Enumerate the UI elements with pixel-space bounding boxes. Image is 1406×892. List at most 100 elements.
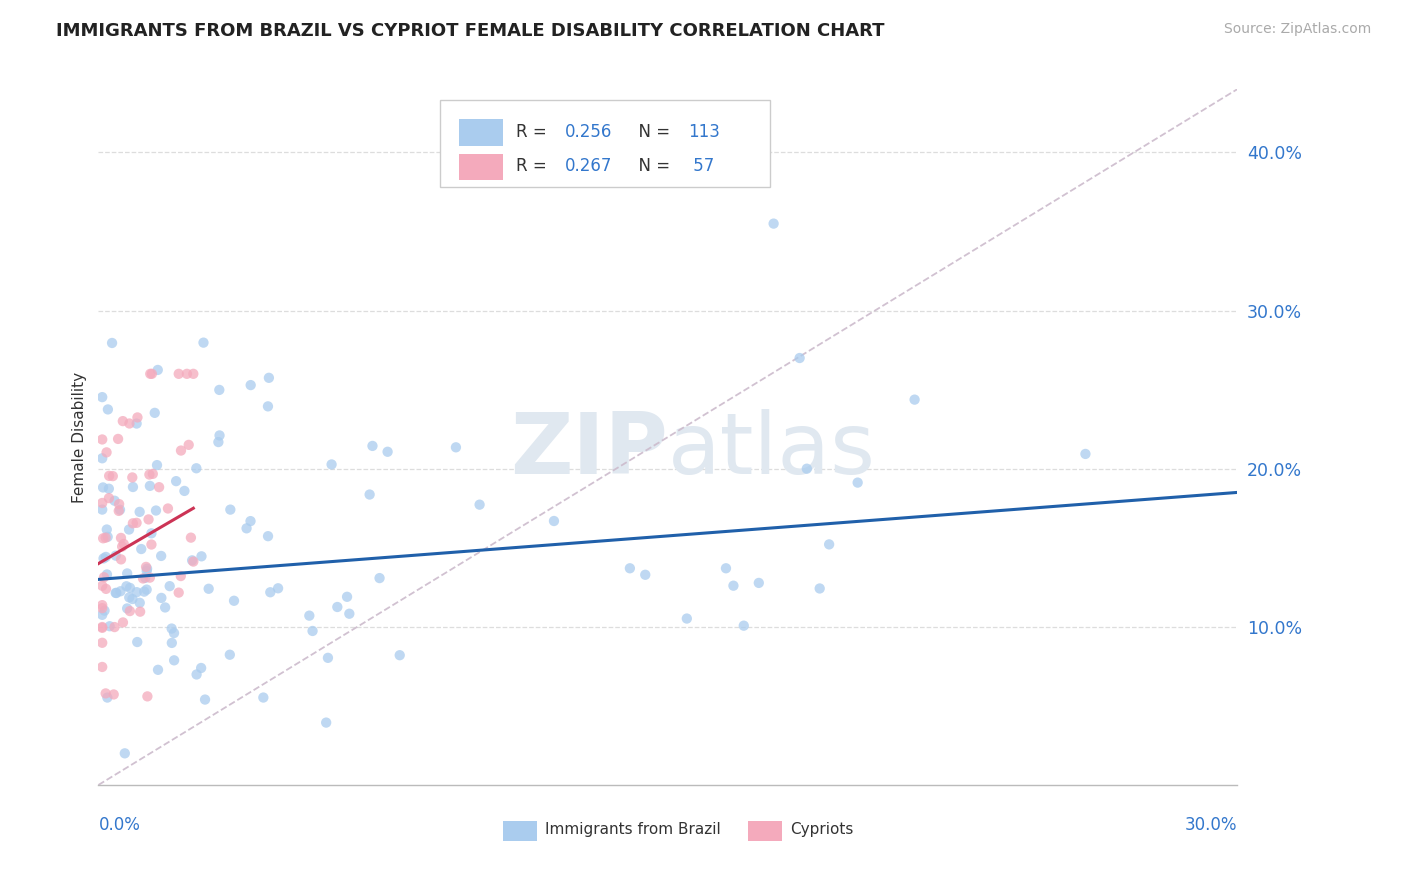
Point <box>197 582 219 596</box>
Point <box>167 367 190 381</box>
Text: Source: ZipAtlas.com: Source: ZipAtlas.com <box>1223 22 1371 37</box>
Point <box>139 479 162 493</box>
Point <box>104 549 127 563</box>
Point <box>107 432 129 446</box>
Point <box>150 591 173 605</box>
Point <box>239 514 262 528</box>
Point <box>186 461 208 475</box>
Point <box>94 686 117 700</box>
Point <box>118 581 141 595</box>
Text: 57: 57 <box>689 157 714 176</box>
Point <box>180 531 202 545</box>
Point <box>846 475 869 490</box>
Point <box>112 537 135 551</box>
Point <box>183 367 205 381</box>
Point <box>91 660 114 674</box>
Point <box>125 516 148 530</box>
Point <box>148 480 170 494</box>
Point <box>619 561 641 575</box>
Point <box>208 383 231 397</box>
FancyBboxPatch shape <box>460 120 503 145</box>
Point <box>121 592 143 607</box>
Point <box>91 390 114 404</box>
Point <box>91 502 114 516</box>
Point <box>170 569 193 583</box>
Point <box>359 487 381 501</box>
Point <box>91 480 114 494</box>
Point <box>105 586 128 600</box>
Point <box>146 663 169 677</box>
Point <box>190 549 212 564</box>
Point <box>153 600 176 615</box>
FancyBboxPatch shape <box>503 822 537 840</box>
Point <box>315 715 337 730</box>
Point <box>94 582 117 596</box>
Point <box>468 498 491 512</box>
Point <box>91 579 114 593</box>
Point <box>101 469 124 483</box>
Point <box>321 458 343 472</box>
Point <box>135 582 157 597</box>
Point <box>97 482 120 496</box>
Point <box>326 599 349 614</box>
Point <box>98 619 121 633</box>
Point <box>193 335 215 350</box>
Point <box>634 567 657 582</box>
Text: N =: N = <box>628 122 675 141</box>
Point <box>388 648 411 663</box>
Point <box>165 474 187 488</box>
Point <box>111 540 134 554</box>
Point <box>141 526 163 541</box>
Point <box>127 410 149 425</box>
Point <box>94 531 117 545</box>
Point <box>125 585 148 599</box>
Point <box>267 582 290 596</box>
Point <box>111 615 134 630</box>
FancyBboxPatch shape <box>460 154 503 180</box>
Point <box>156 501 179 516</box>
Point <box>337 607 360 621</box>
Point <box>163 626 186 640</box>
Point <box>676 611 699 625</box>
Text: N =: N = <box>628 157 675 176</box>
Point <box>160 636 183 650</box>
Point <box>97 491 120 505</box>
Point <box>183 555 205 569</box>
Point <box>139 367 162 381</box>
Point <box>127 635 149 649</box>
Point <box>239 378 262 392</box>
Point <box>110 531 132 545</box>
Point <box>91 496 114 510</box>
Point <box>143 406 166 420</box>
Point <box>93 604 115 618</box>
Point <box>136 562 159 576</box>
Point <box>723 579 745 593</box>
Point <box>259 585 281 599</box>
Point <box>138 512 160 526</box>
Point <box>796 461 818 475</box>
Point <box>298 608 321 623</box>
Point <box>98 468 121 483</box>
Point <box>368 571 391 585</box>
Point <box>129 542 152 557</box>
Point <box>316 650 339 665</box>
Point <box>146 458 169 472</box>
Point <box>103 493 125 508</box>
Point <box>96 567 118 582</box>
Point <box>96 445 118 459</box>
Point <box>139 571 162 585</box>
Point <box>91 598 114 612</box>
Point <box>110 552 132 566</box>
Text: 113: 113 <box>689 122 720 141</box>
Point <box>904 392 927 407</box>
FancyBboxPatch shape <box>748 822 782 840</box>
Text: 30.0%: 30.0% <box>1185 816 1237 834</box>
Point <box>104 586 127 600</box>
Point <box>96 523 118 537</box>
Point <box>257 400 280 414</box>
Point <box>107 504 129 518</box>
Point <box>91 451 114 466</box>
Point <box>108 497 131 511</box>
Point <box>91 636 114 650</box>
Point <box>96 690 118 705</box>
